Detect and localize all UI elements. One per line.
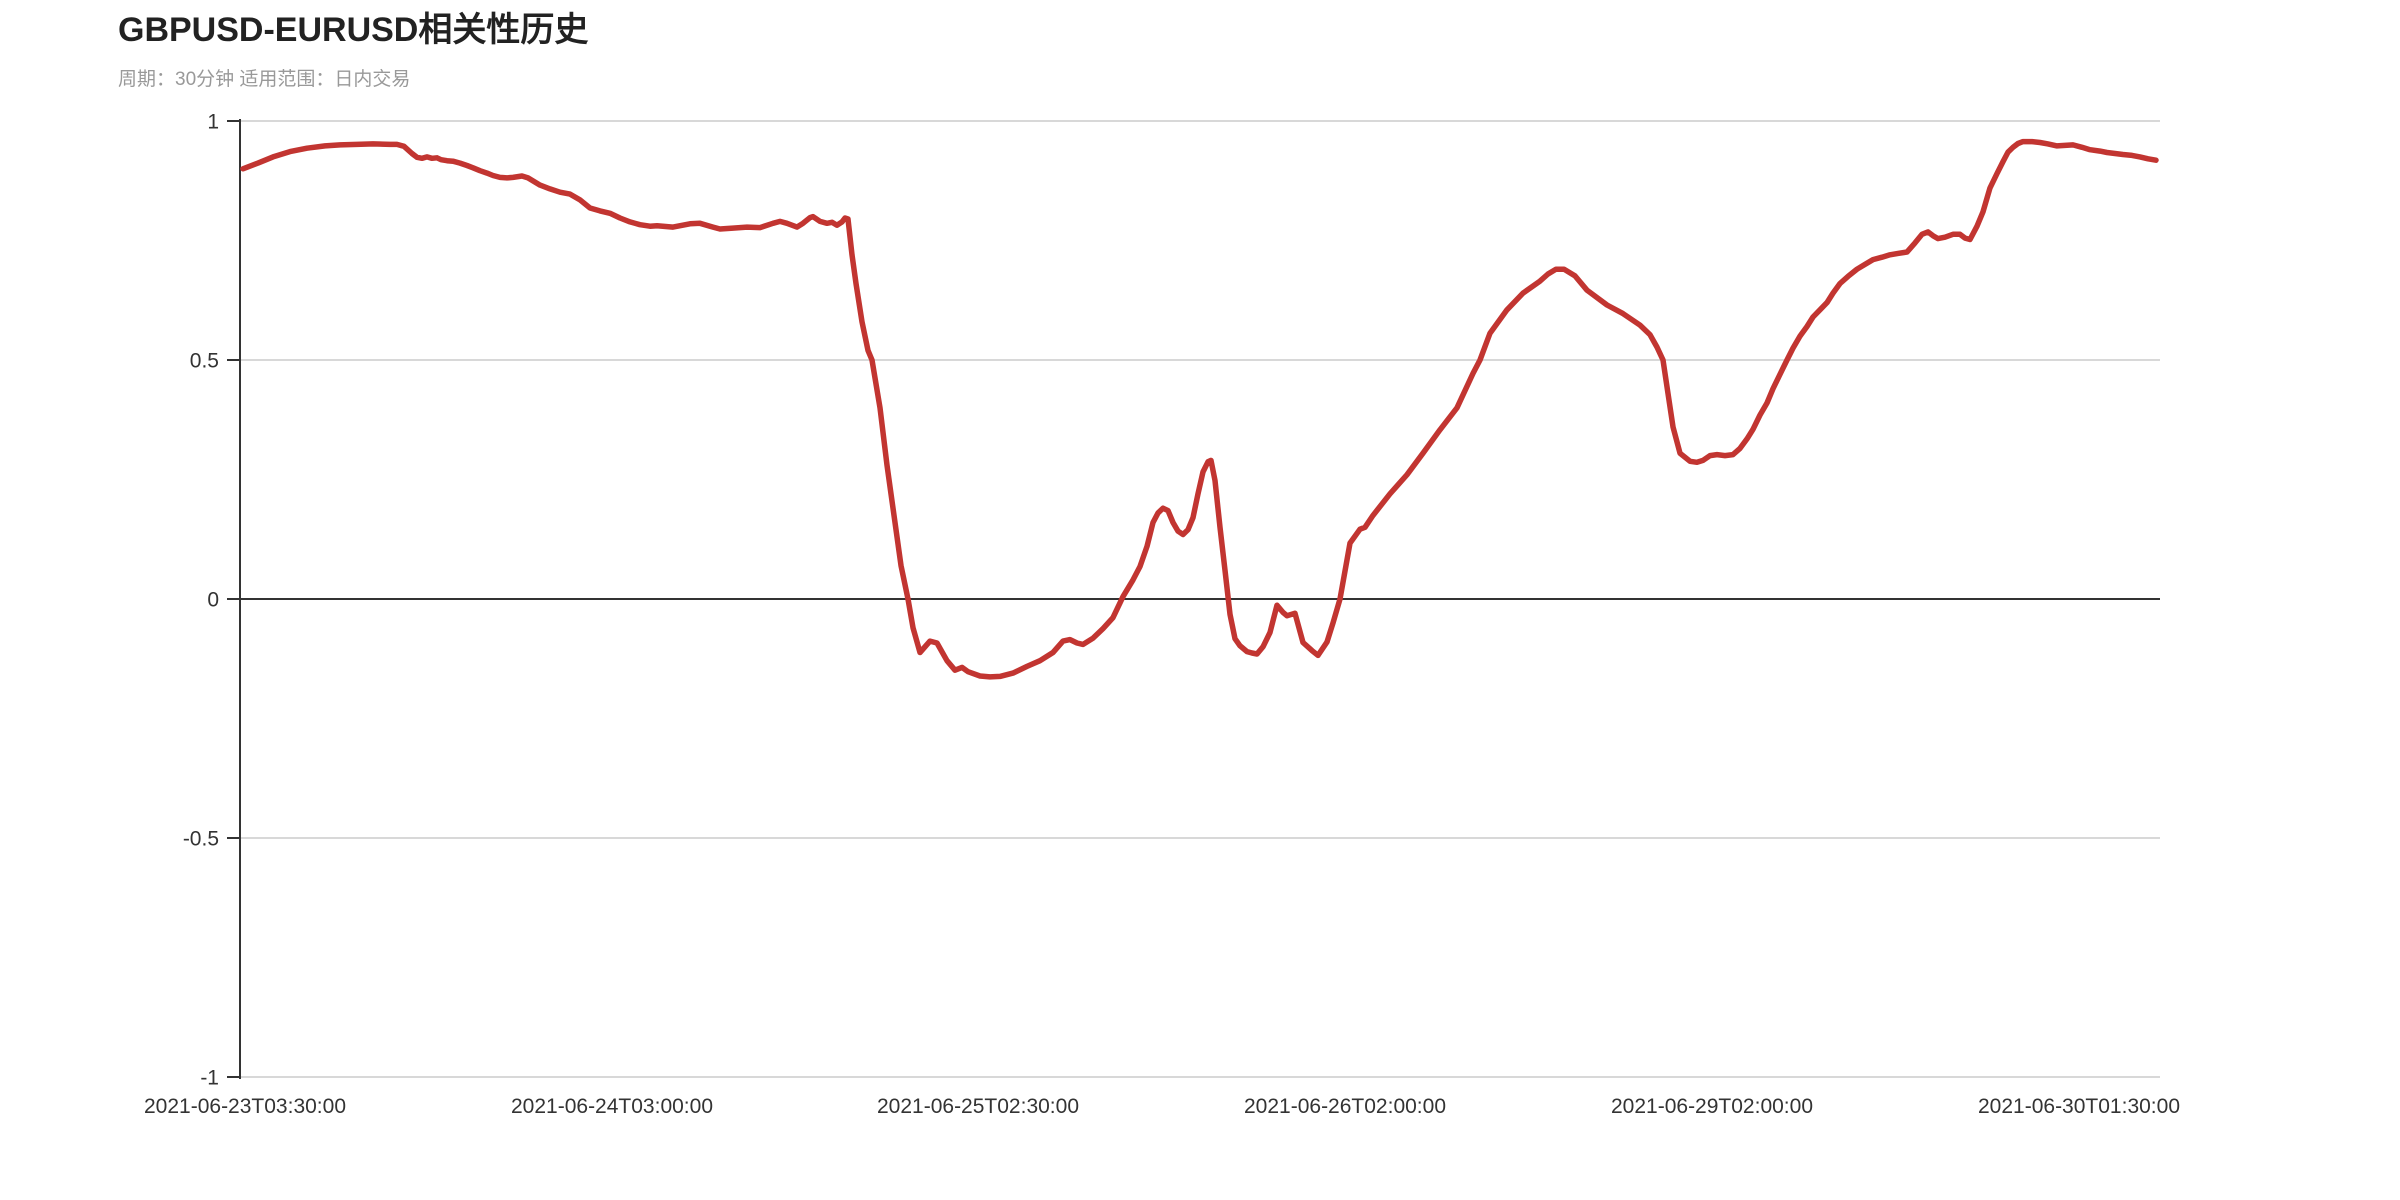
y-tick-label: 0 (207, 589, 219, 612)
x-tick-label: 2021-06-25T02:30:00 (877, 1095, 1079, 1118)
x-tick-label: 2021-06-30T01:30:00 (1978, 1095, 2180, 1118)
correlation-series-line[interactable] (240, 138, 2159, 680)
y-tick-label: -0.5 (183, 828, 219, 851)
x-tick-label: 2021-06-29T02:00:00 (1611, 1095, 1813, 1118)
x-tick-label: 2021-06-23T03:30:00 (144, 1095, 346, 1118)
y-tick-label: 1 (207, 111, 219, 134)
chart-title: GBPUSD-EURUSD相关性历史 (118, 11, 589, 49)
x-tick-label: 2021-06-24T03:00:00 (511, 1095, 713, 1118)
y-tick-label: 0.5 (190, 350, 219, 373)
chart-subtitle: 周期：30分钟 适用范围：日内交易 (118, 69, 411, 90)
y-tick-label: -1 (200, 1067, 219, 1090)
x-tick-label: 2021-06-26T02:00:00 (1244, 1095, 1446, 1118)
